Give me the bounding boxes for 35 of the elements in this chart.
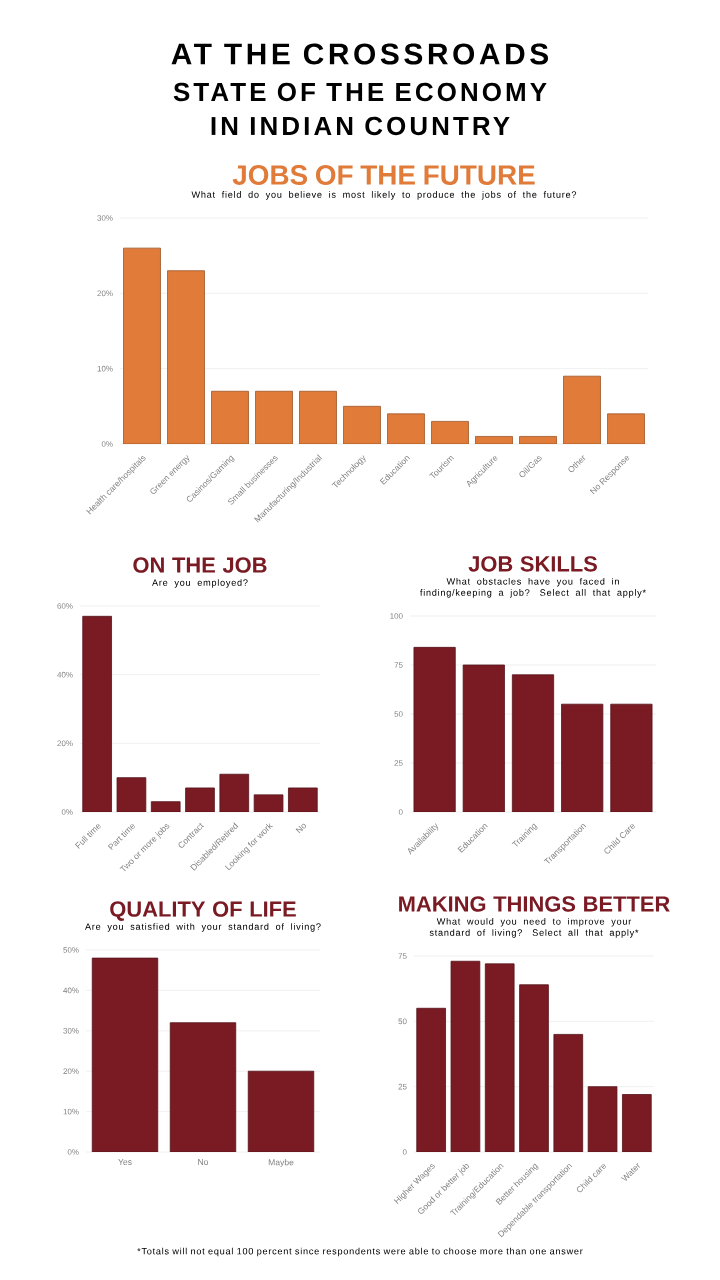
chart-title: JOBS OF THE FUTURE (232, 165, 535, 185)
bar (553, 1034, 584, 1152)
text: IN INDIAN COUNTRY (211, 116, 510, 136)
bar (92, 958, 158, 1152)
bar (511, 674, 555, 812)
text: AT THE CROSSROADS (171, 43, 549, 65)
bar (123, 248, 161, 444)
bar (462, 664, 505, 812)
text: STATE OF THE ECONOMY (173, 82, 547, 102)
bar (561, 703, 604, 812)
bar (431, 421, 469, 444)
chart-title: ON THE JOB (133, 557, 267, 573)
bar (247, 1070, 315, 1152)
bar (117, 777, 146, 812)
bar (343, 406, 381, 444)
bar (484, 963, 515, 1152)
bar (170, 1022, 236, 1152)
chart-title: MAKING THINGS BETTER (399, 896, 670, 912)
bar (413, 646, 456, 812)
bar (82, 615, 112, 812)
bar (387, 413, 425, 444)
bar (299, 391, 337, 444)
bar (610, 703, 653, 812)
bar (167, 270, 205, 444)
chart-title: QUALITY OF LIFE (110, 901, 296, 921)
chart-title: JOB SKILLS (468, 556, 597, 572)
bar (211, 391, 249, 444)
bar (450, 960, 481, 1152)
bar (563, 376, 601, 444)
bar (607, 413, 645, 444)
bar (622, 1094, 652, 1152)
bar (255, 391, 293, 444)
bar (587, 1086, 618, 1152)
bar (416, 1007, 446, 1152)
bar (519, 984, 549, 1152)
